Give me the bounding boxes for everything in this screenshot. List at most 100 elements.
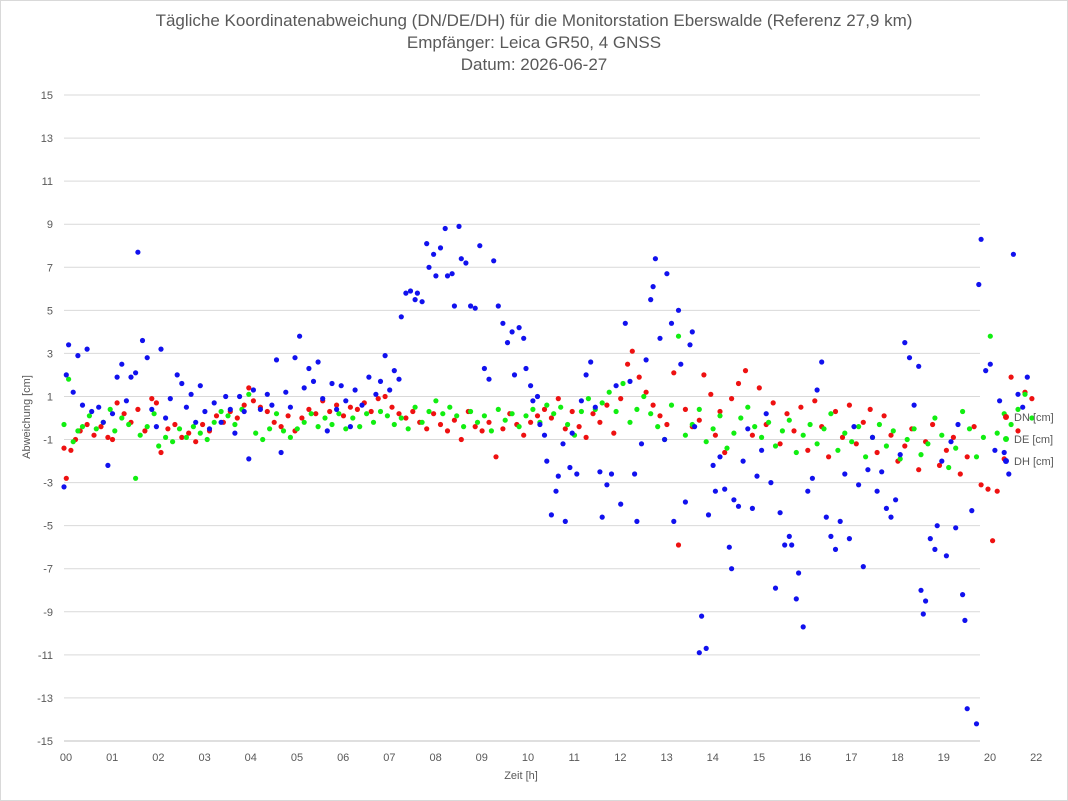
data-point — [992, 447, 998, 453]
data-point — [627, 378, 633, 384]
data-point — [163, 415, 169, 421]
y-axis-label: Abweichung [cm] — [21, 375, 33, 459]
data-point — [768, 480, 774, 486]
x-axis-ticks: 00 01 02 03 04 05 06 07 08 09 10 11 12 13 14 15 16 17 18 19… — [60, 752, 1042, 764]
data-point — [865, 467, 871, 473]
legend-marker — [1003, 436, 1009, 442]
data-point — [789, 542, 795, 548]
data-point — [634, 518, 640, 525]
data-point — [135, 249, 141, 255]
data-point — [703, 439, 709, 445]
data-point — [749, 432, 756, 438]
y-tick-label: 1 — [47, 391, 53, 403]
data-point — [973, 721, 980, 727]
data-point — [675, 333, 682, 339]
data-point — [511, 372, 518, 378]
data-point — [835, 447, 841, 453]
data-point — [315, 359, 321, 365]
data-point — [611, 430, 617, 436]
x-tick-label: 00 — [60, 752, 72, 764]
data-point — [1015, 391, 1021, 397]
data-point — [133, 475, 139, 481]
data-point — [218, 419, 224, 425]
data-point — [366, 374, 372, 380]
data-point — [729, 566, 735, 572]
legend-label: DH [cm] — [1014, 456, 1054, 468]
data-point — [472, 305, 478, 311]
data-point — [987, 333, 993, 339]
data-point — [75, 428, 81, 434]
y-tick-label: 9 — [47, 219, 53, 231]
data-point — [426, 264, 432, 270]
data-point — [495, 406, 501, 412]
data-point — [343, 426, 349, 432]
data-point — [668, 320, 675, 326]
data-point — [315, 424, 321, 430]
data-point — [320, 396, 326, 402]
data-point — [867, 406, 873, 412]
data-point — [206, 426, 213, 432]
data-point — [638, 441, 645, 447]
data-point — [144, 424, 150, 430]
data-point — [86, 413, 92, 419]
data-point — [655, 424, 661, 430]
data-point — [717, 408, 723, 415]
data-point — [89, 408, 95, 415]
data-point — [61, 484, 67, 490]
data-point — [151, 411, 157, 417]
data-point — [128, 374, 134, 380]
data-point — [176, 426, 183, 432]
data-point — [675, 542, 682, 548]
data-point — [962, 617, 968, 624]
data-point — [641, 393, 647, 400]
data-point — [299, 415, 305, 421]
data-point — [142, 428, 148, 434]
data-point — [387, 387, 393, 393]
x-tick-label: 20 — [984, 752, 996, 764]
data-point — [807, 421, 813, 428]
data-point — [752, 424, 758, 430]
data-point — [516, 325, 522, 331]
data-point — [451, 417, 457, 423]
x-tick-label: 14 — [707, 752, 719, 764]
data-point — [112, 428, 118, 434]
data-point — [643, 389, 649, 395]
data-point — [846, 402, 853, 408]
data-point — [608, 471, 615, 477]
data-point — [105, 462, 111, 468]
data-point — [183, 434, 189, 440]
data-point — [165, 426, 171, 432]
data-point — [105, 434, 111, 440]
data-point — [578, 408, 585, 415]
x-tick-label: 18 — [891, 752, 903, 764]
data-point — [1010, 251, 1017, 257]
data-point — [994, 430, 1000, 436]
data-point — [731, 497, 737, 503]
data-point — [310, 378, 317, 384]
data-point — [772, 443, 779, 449]
x-tick-label: 06 — [337, 752, 349, 764]
data-point — [696, 406, 702, 412]
data-point — [458, 436, 464, 443]
y-tick-label: -3 — [43, 478, 53, 490]
data-point — [946, 464, 952, 471]
data-point — [652, 256, 659, 262]
data-point — [350, 415, 356, 421]
data-point — [297, 333, 303, 339]
data-point — [1015, 406, 1021, 412]
data-point — [629, 348, 635, 354]
data-point — [139, 337, 146, 344]
data-point — [370, 419, 377, 425]
data-points — [61, 223, 1035, 727]
data-point — [431, 411, 437, 417]
data-point — [662, 436, 668, 443]
data-point — [997, 398, 1003, 404]
data-point — [759, 447, 765, 453]
data-point — [158, 346, 164, 352]
chart-title: Tägliche Koordinatenabweichung (DN/DE/DH… — [155, 11, 913, 30]
data-point — [338, 383, 344, 389]
data-point — [745, 404, 751, 410]
data-point — [671, 370, 677, 376]
data-point — [832, 408, 839, 415]
